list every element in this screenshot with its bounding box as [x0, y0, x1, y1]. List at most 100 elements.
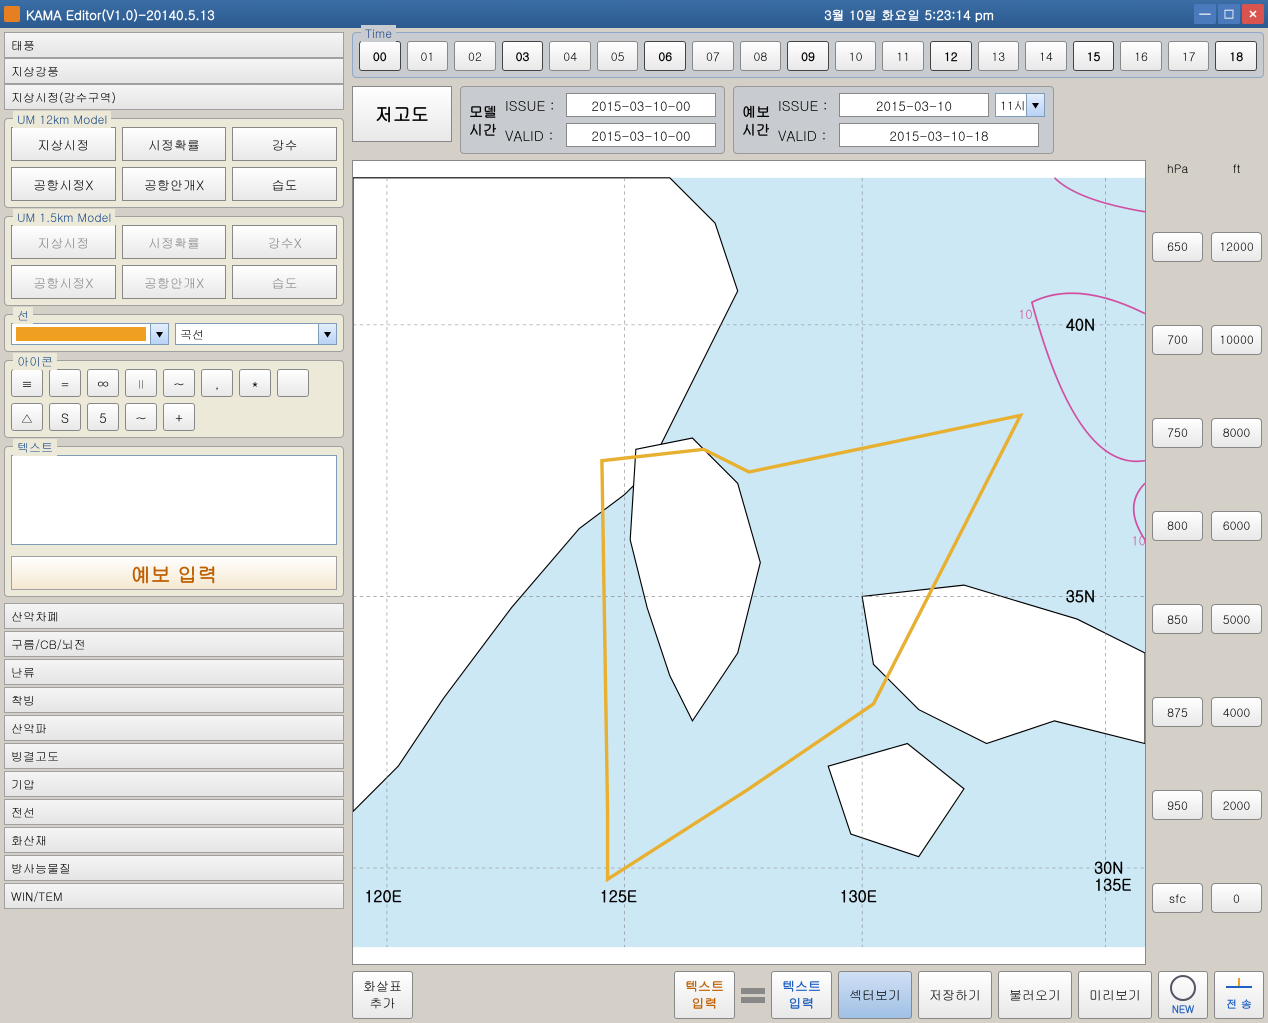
model-button[interactable]: 공항시정X — [11, 265, 116, 299]
hpa-button[interactable]: 650 — [1152, 232, 1203, 262]
ft-button[interactable]: 10000 — [1211, 325, 1262, 355]
bottom-tab[interactable]: 산악차폐 — [4, 603, 344, 629]
bottom-tab[interactable]: 산악파 — [4, 715, 344, 741]
ft-button[interactable]: 8000 — [1211, 418, 1262, 448]
text-input-button-1[interactable]: 텍스트입력 — [674, 971, 735, 1019]
model-button[interactable]: 공항안개X — [122, 265, 227, 299]
bottom-tab[interactable]: 빙결고도 — [4, 743, 344, 769]
model-button[interactable]: 시정확률 — [122, 225, 227, 259]
model-button[interactable]: 강수X — [232, 225, 337, 259]
symbol-icon-button[interactable]: + — [163, 403, 195, 431]
bottom-tab[interactable]: WIN/TEM — [4, 883, 344, 909]
time-hour-button[interactable]: 08 — [740, 41, 782, 71]
time-hour-button[interactable]: 18 — [1215, 41, 1257, 71]
arrow-add-button[interactable]: 화살표추가 — [352, 971, 413, 1019]
send-button[interactable]: 전 송 — [1214, 971, 1264, 1019]
altitude-mode-button[interactable]: 저고도 — [352, 86, 452, 142]
symbol-icon-button[interactable]: ~ — [163, 369, 195, 397]
hour-combo[interactable]: 11시▼ — [995, 93, 1045, 117]
text-input[interactable] — [11, 455, 337, 545]
symbol-icon-button[interactable]: S — [49, 403, 81, 431]
time-hour-button[interactable]: 02 — [454, 41, 496, 71]
model-button[interactable]: 시정확률 — [122, 127, 227, 161]
hpa-button[interactable]: sfc — [1152, 883, 1203, 913]
ft-button[interactable]: 4000 — [1211, 697, 1262, 727]
time-hour-button[interactable]: 01 — [407, 41, 449, 71]
minimize-button[interactable]: ─ — [1194, 4, 1216, 24]
bottom-tab[interactable]: 화산재 — [4, 827, 344, 853]
bottom-tab[interactable]: 방사능물질 — [4, 855, 344, 881]
top-tab[interactable]: 지상시정(강수구역) — [4, 84, 344, 110]
model-button[interactable]: 지상시정 — [11, 127, 116, 161]
model-button[interactable]: 공항시정X — [11, 167, 116, 201]
line-color-combo[interactable]: ▼ — [11, 323, 169, 345]
ft-button[interactable]: 5000 — [1211, 604, 1262, 634]
time-hour-button[interactable]: 00 — [359, 41, 401, 71]
symbol-icon-button[interactable]: = — [49, 369, 81, 397]
model-time-group: 모델시간 ISSUE :2015-03-10-00 VALID :2015-03… — [460, 86, 725, 154]
map-canvas[interactable]: 40N 35N 30N 135E 120E 125E 130E 10 10 — [352, 160, 1146, 965]
time-hour-button[interactable]: 03 — [502, 41, 544, 71]
time-hour-button[interactable]: 09 — [787, 41, 829, 71]
time-hour-button[interactable]: 04 — [549, 41, 591, 71]
model-button[interactable]: 공항안개X — [122, 167, 227, 201]
time-hour-button[interactable]: 07 — [692, 41, 734, 71]
hpa-button[interactable]: 850 — [1152, 604, 1203, 634]
time-hour-button[interactable]: 13 — [978, 41, 1020, 71]
top-tab[interactable]: 태풍 — [4, 32, 344, 58]
model-button[interactable]: 지상시정 — [11, 225, 116, 259]
load-button[interactable]: 불러오기 — [998, 971, 1072, 1019]
symbol-icon-button[interactable]: , — [201, 369, 233, 397]
bottom-tab[interactable]: 난류 — [4, 659, 344, 685]
ft-button[interactable]: 0 — [1211, 883, 1262, 913]
time-hour-button[interactable]: 17 — [1168, 41, 1210, 71]
bottom-tab[interactable]: 착빙 — [4, 687, 344, 713]
map-svg: 40N 35N 30N 135E 120E 125E 130E 10 10 — [353, 161, 1145, 964]
hpa-button[interactable]: 750 — [1152, 418, 1203, 448]
time-hour-button[interactable]: 06 — [644, 41, 686, 71]
hpa-column: hPa 650700750800850875950sfc — [1150, 160, 1205, 965]
hpa-button[interactable]: 950 — [1152, 790, 1203, 820]
model-button[interactable]: 강수 — [232, 127, 337, 161]
forecast-input-button[interactable]: 예보 입력 — [11, 556, 337, 590]
symbol-icon-button[interactable]: 5 — [87, 403, 119, 431]
time-hour-button[interactable]: 10 — [835, 41, 877, 71]
top-tab[interactable]: 지상강풍 — [4, 58, 344, 84]
text-input-button-2[interactable]: 텍스트입력 — [771, 971, 832, 1019]
symbol-icon-button[interactable]: ~ — [125, 403, 157, 431]
hpa-button[interactable]: 875 — [1152, 697, 1203, 727]
ft-button[interactable]: 6000 — [1211, 511, 1262, 541]
time-hour-button[interactable]: 15 — [1073, 41, 1115, 71]
time-hour-button[interactable]: 11 — [882, 41, 924, 71]
preview-button[interactable]: 미리보기 — [1078, 971, 1152, 1019]
symbol-icon-button[interactable]: △ — [11, 403, 43, 431]
close-button[interactable]: ✕ — [1242, 4, 1264, 24]
hpa-button[interactable]: 700 — [1152, 325, 1203, 355]
chevron-down-icon: ▼ — [1026, 94, 1044, 116]
symbol-icon-button[interactable]: ≡ — [11, 369, 43, 397]
time-hour-button[interactable]: 12 — [930, 41, 972, 71]
save-button[interactable]: 저장하기 — [918, 971, 992, 1019]
model-issue-value: 2015-03-10-00 — [566, 93, 716, 117]
time-hour-button[interactable]: 05 — [597, 41, 639, 71]
bottom-tab[interactable]: 구름/CB/뇌전 — [4, 631, 344, 657]
ft-button[interactable]: 12000 — [1211, 232, 1262, 262]
maximize-button[interactable]: □ — [1218, 4, 1240, 24]
symbol-icon-button[interactable]: ∞ — [87, 369, 119, 397]
bottom-tab[interactable]: 기압 — [4, 771, 344, 797]
bottom-tab[interactable]: 전선 — [4, 799, 344, 825]
time-hour-button[interactable]: 14 — [1025, 41, 1067, 71]
symbol-icon-button[interactable]: * — [239, 369, 271, 397]
line-style-combo[interactable]: 곡선 ▼ — [175, 323, 337, 345]
model-button[interactable]: 습도 — [232, 265, 337, 299]
group-title: 선 — [13, 307, 33, 324]
svg-text:125E: 125E — [600, 885, 637, 907]
hpa-button[interactable]: 800 — [1152, 511, 1203, 541]
model-button[interactable]: 습도 — [232, 167, 337, 201]
symbol-icon-button[interactable]: ∥ — [125, 369, 157, 397]
sector-view-button[interactable]: 섹터보기 — [838, 971, 912, 1019]
time-hour-button[interactable]: 16 — [1120, 41, 1162, 71]
new-button[interactable]: NEW — [1158, 971, 1208, 1019]
ft-button[interactable]: 2000 — [1211, 790, 1262, 820]
symbol-icon-button[interactable] — [277, 369, 309, 397]
